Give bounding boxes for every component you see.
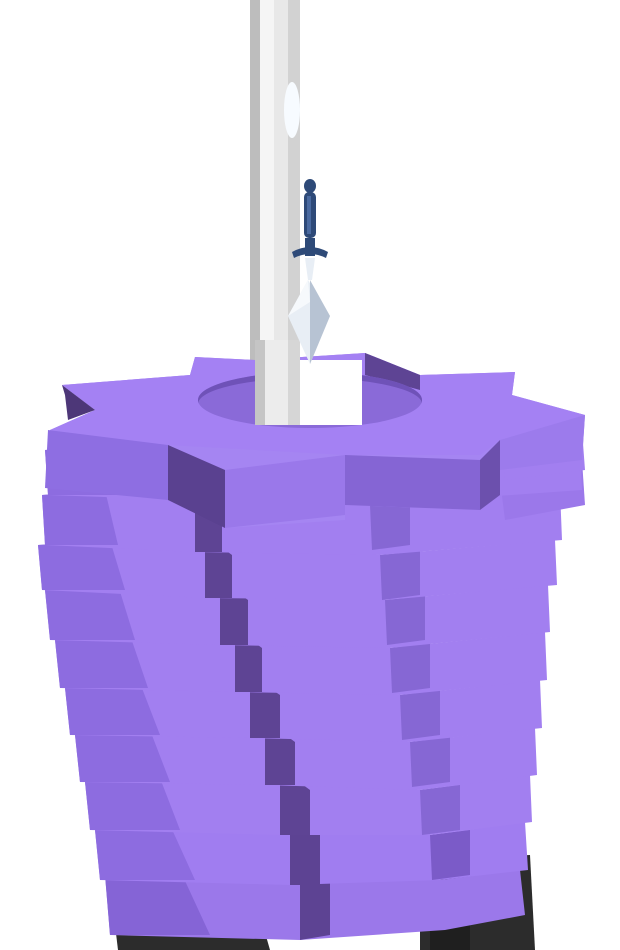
- pole-stub: [255, 340, 300, 425]
- impact-flash: [300, 360, 362, 425]
- stack-layer: [45, 580, 550, 648]
- knife[interactable]: [288, 179, 330, 364]
- stack-layer: [85, 768, 532, 835]
- stack-layer: [65, 675, 542, 742]
- stack-layer: [38, 535, 557, 600]
- stack-tower[interactable]: [38, 340, 585, 950]
- stack-layer: [75, 720, 537, 790]
